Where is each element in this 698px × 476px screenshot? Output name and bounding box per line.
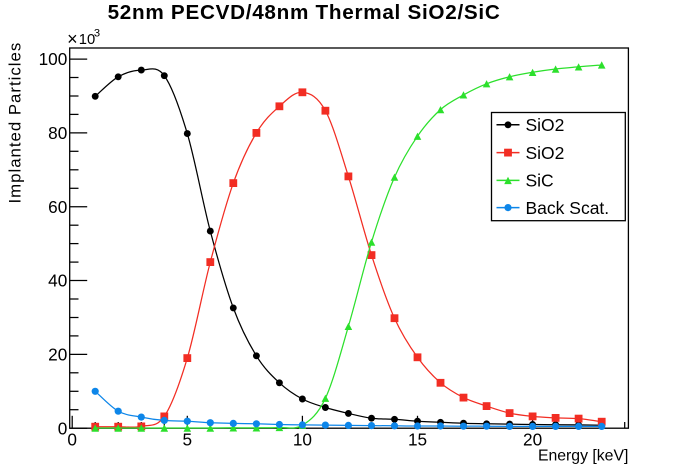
svg-text:52nm PECVD/48nm Thermal SiO2/S: 52nm PECVD/48nm Thermal SiO2/SiC [108,1,501,24]
svg-text:SiO2: SiO2 [526,143,565,163]
svg-text:40: 40 [48,271,67,291]
svg-text:20: 20 [523,429,542,449]
svg-text:SiC: SiC [526,171,554,191]
svg-text:5: 5 [183,429,193,449]
svg-text:SiO2: SiO2 [526,115,565,135]
svg-text:80: 80 [48,123,67,143]
svg-text:100: 100 [39,49,68,69]
svg-text:15: 15 [408,429,427,449]
svg-text:0: 0 [58,418,68,438]
svg-text:Back Scat.: Back Scat. [526,198,610,218]
svg-text:3: 3 [94,28,100,40]
svg-text:10: 10 [79,32,95,48]
svg-text:Implanted Particles: Implanted Particles [6,42,25,204]
svg-text:10: 10 [293,429,312,449]
svg-text:60: 60 [48,197,67,217]
svg-text:0: 0 [67,429,77,449]
svg-text:20: 20 [48,345,67,365]
svg-text:Energy [keV]: Energy [keV] [538,448,628,465]
svg-text:×: × [67,29,78,49]
